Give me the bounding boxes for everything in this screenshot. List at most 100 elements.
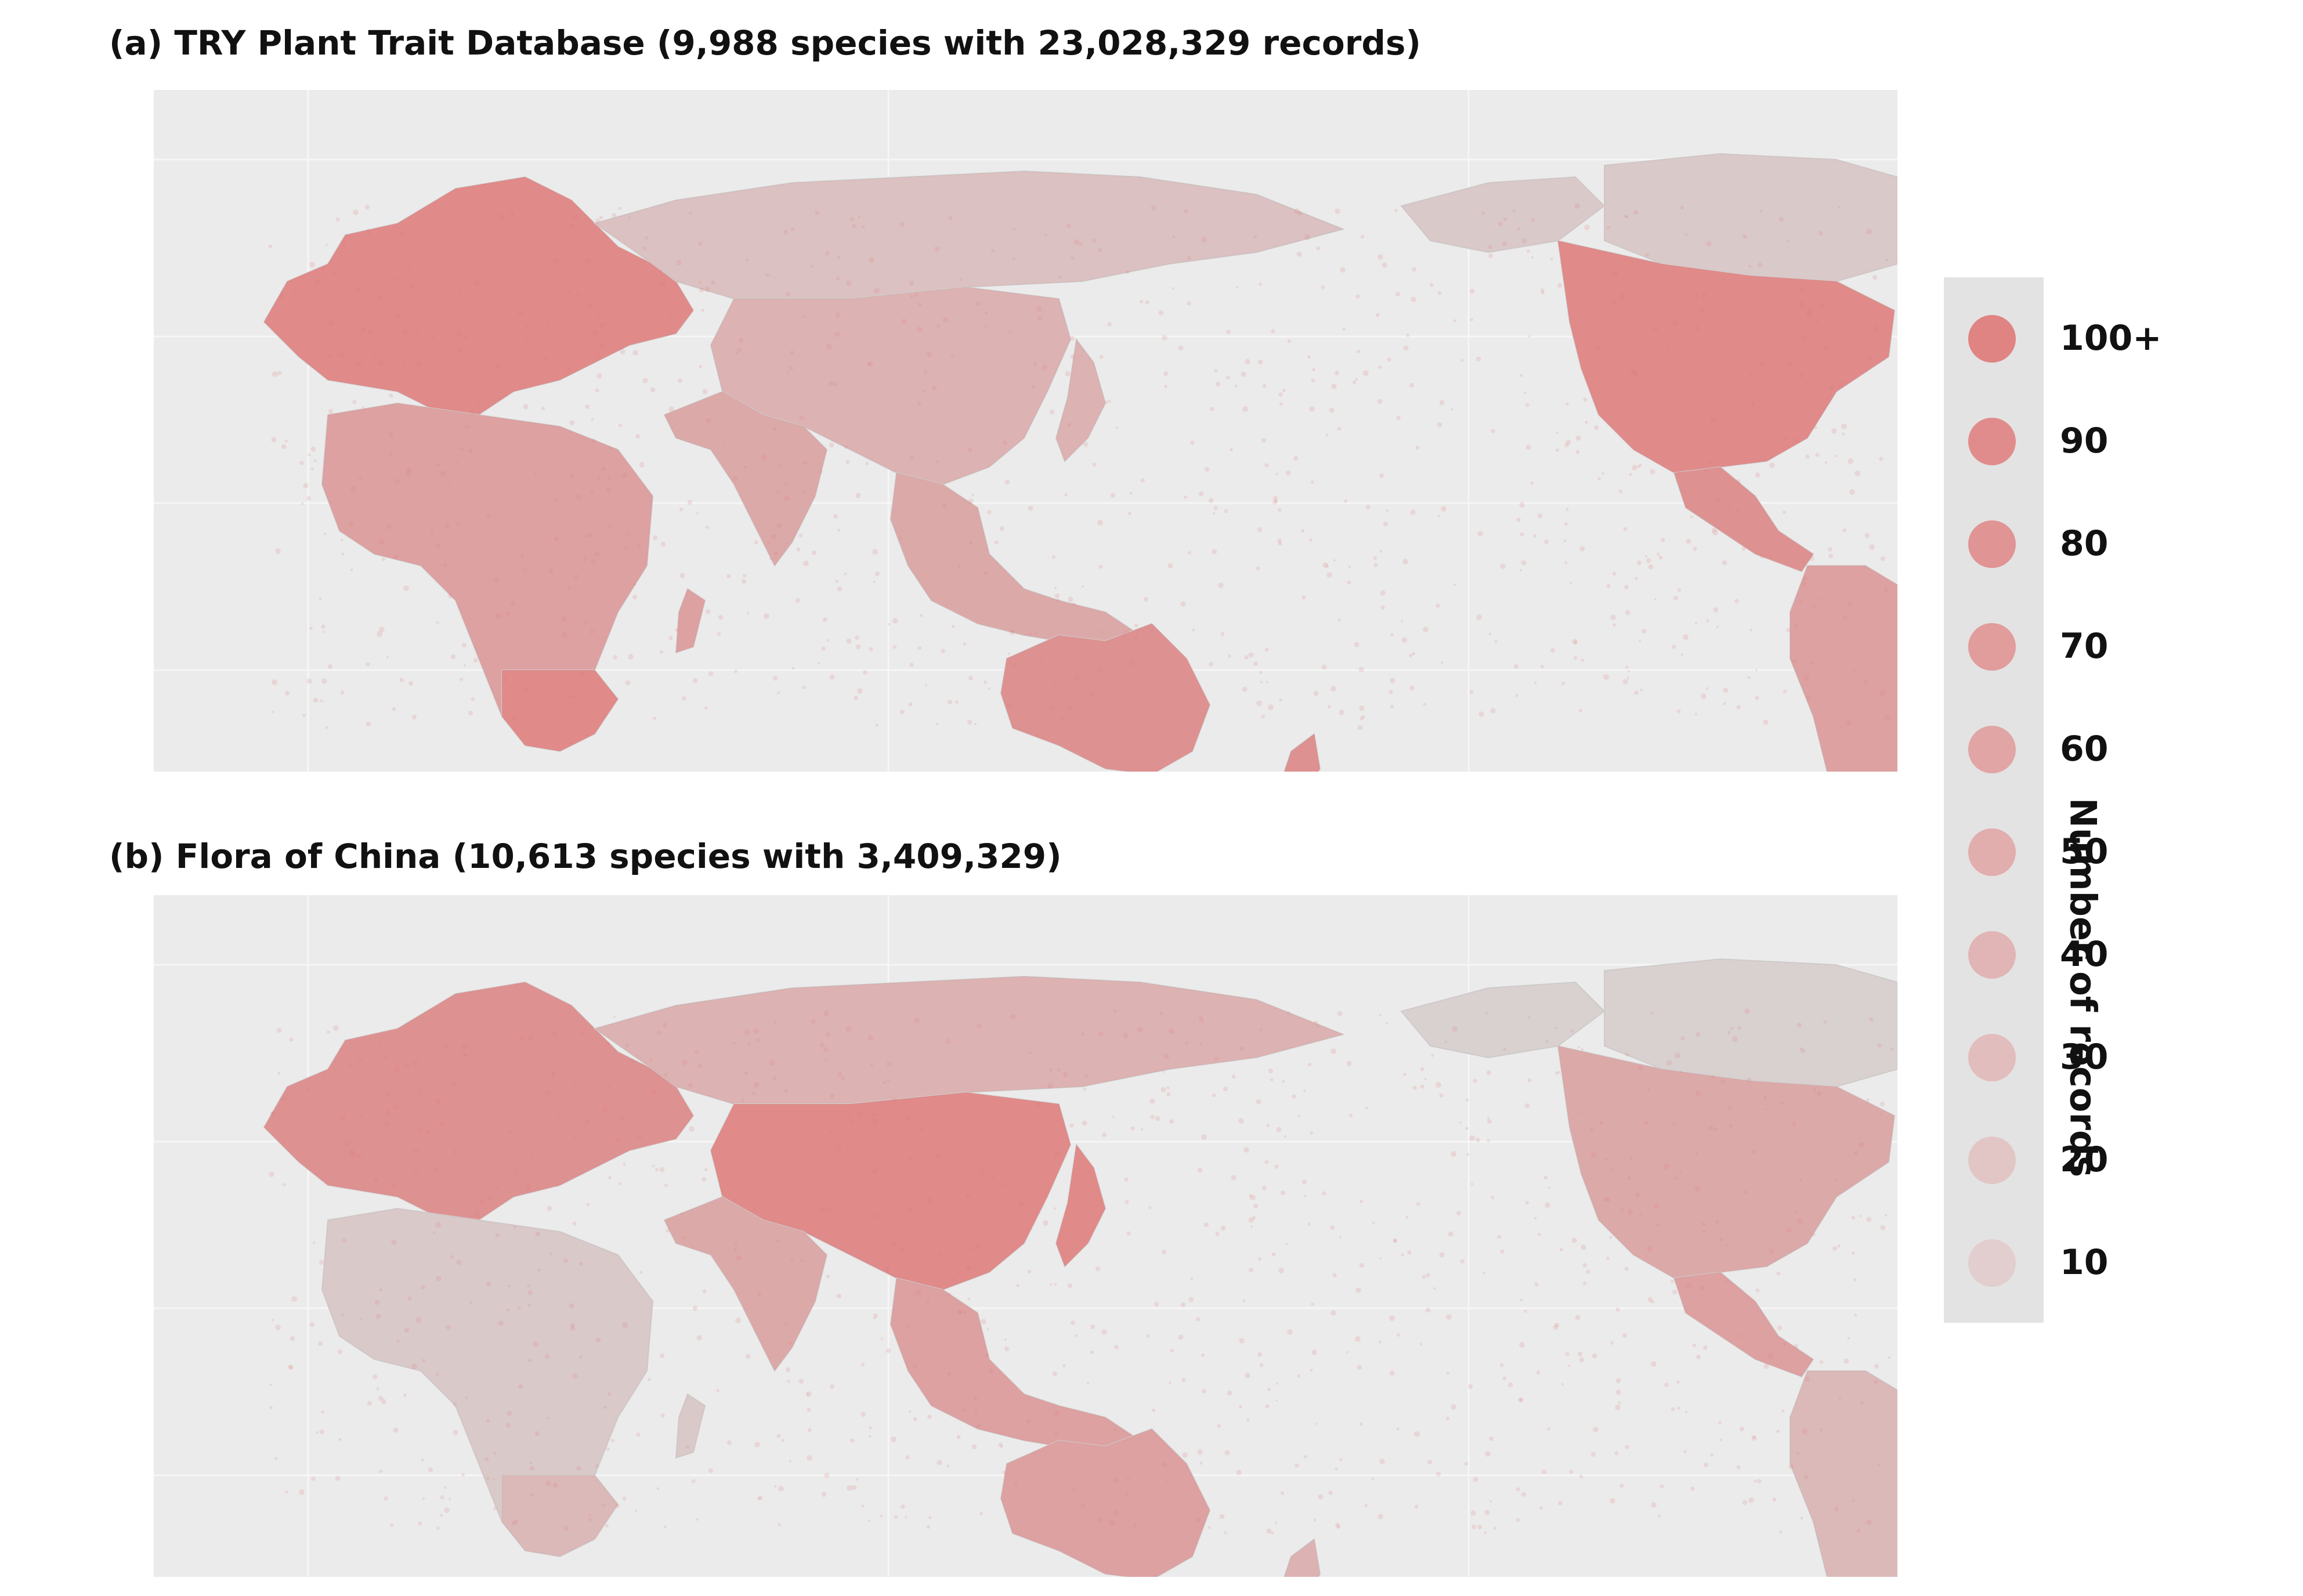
record-point bbox=[408, 265, 411, 268]
record-point bbox=[738, 338, 744, 343]
record-point bbox=[319, 597, 322, 600]
record-point bbox=[1566, 439, 1571, 445]
record-point bbox=[1420, 1084, 1425, 1089]
record-point bbox=[277, 1072, 281, 1075]
record-point bbox=[1503, 1048, 1506, 1051]
panel-b-map-svg bbox=[154, 895, 1897, 1577]
record-point bbox=[508, 1284, 511, 1288]
record-point bbox=[1828, 553, 1833, 558]
record-point bbox=[679, 573, 685, 578]
record-point bbox=[663, 279, 667, 283]
record-point bbox=[364, 204, 370, 210]
europe-record-density bbox=[264, 982, 693, 1220]
record-point bbox=[1864, 679, 1868, 684]
record-point bbox=[537, 1268, 541, 1272]
record-point bbox=[1099, 354, 1104, 359]
record-point bbox=[829, 381, 833, 386]
record-point bbox=[1036, 306, 1042, 312]
record-point bbox=[1389, 690, 1393, 694]
record-point bbox=[486, 1476, 490, 1480]
record-point bbox=[584, 1119, 590, 1124]
record-point bbox=[790, 227, 795, 231]
record-point bbox=[1318, 1494, 1324, 1500]
record-point bbox=[1810, 661, 1815, 665]
record-point bbox=[1113, 1510, 1119, 1516]
record-point bbox=[1278, 392, 1283, 397]
record-point bbox=[615, 1137, 621, 1142]
record-point bbox=[657, 1030, 661, 1035]
record-point bbox=[1748, 1497, 1754, 1503]
record-point bbox=[817, 661, 820, 665]
record-point bbox=[967, 1194, 970, 1196]
record-point bbox=[403, 585, 409, 591]
record-point bbox=[576, 1465, 581, 1471]
record-point bbox=[1740, 1334, 1743, 1338]
record-point bbox=[891, 1240, 897, 1246]
record-point bbox=[1493, 1526, 1496, 1530]
record-point bbox=[1262, 383, 1267, 388]
record-point bbox=[1872, 274, 1878, 280]
record-point bbox=[664, 1183, 668, 1188]
record-point bbox=[998, 1442, 1003, 1447]
record-point bbox=[630, 1059, 635, 1063]
record-point bbox=[1071, 1320, 1075, 1325]
record-point bbox=[1545, 1202, 1550, 1208]
record-point bbox=[486, 513, 491, 517]
record-point bbox=[575, 1078, 579, 1081]
record-point bbox=[1469, 288, 1475, 294]
record-point bbox=[1389, 1370, 1395, 1376]
record-point bbox=[1702, 293, 1707, 298]
legend-key-20 bbox=[1968, 1137, 2016, 1184]
record-point bbox=[530, 1493, 534, 1497]
legend-label: 80 bbox=[2060, 523, 2109, 564]
record-point bbox=[1873, 325, 1879, 331]
record-point bbox=[884, 1266, 890, 1272]
record-point bbox=[314, 279, 320, 285]
record-point bbox=[1378, 1340, 1382, 1344]
record-point bbox=[1168, 1381, 1172, 1385]
record-point bbox=[776, 523, 782, 529]
record-point bbox=[1357, 1365, 1362, 1370]
arctic-canada-land bbox=[1604, 153, 1897, 283]
record-point bbox=[1124, 1177, 1129, 1182]
record-point bbox=[917, 302, 922, 307]
record-point bbox=[1249, 1194, 1252, 1197]
record-point bbox=[1275, 1399, 1278, 1402]
record-point bbox=[1337, 426, 1342, 431]
record-point bbox=[1654, 598, 1657, 601]
record-point bbox=[967, 1297, 971, 1301]
record-point bbox=[1601, 472, 1605, 475]
record-point bbox=[1070, 354, 1076, 360]
record-point bbox=[1083, 441, 1089, 447]
record-point bbox=[870, 1063, 873, 1066]
record-point bbox=[1246, 1418, 1250, 1421]
record-point bbox=[1476, 614, 1482, 620]
record-point bbox=[1755, 668, 1758, 672]
record-point bbox=[1569, 1470, 1574, 1474]
record-point bbox=[1614, 272, 1619, 277]
record-point bbox=[1212, 512, 1216, 515]
record-point bbox=[1205, 467, 1209, 472]
record-point bbox=[591, 438, 596, 444]
record-point bbox=[776, 490, 780, 494]
record-point bbox=[389, 453, 393, 456]
record-point bbox=[1625, 610, 1630, 616]
record-point bbox=[754, 1442, 760, 1447]
record-point bbox=[1441, 506, 1447, 512]
record-point bbox=[381, 1399, 386, 1405]
europe-record-density bbox=[264, 177, 693, 415]
record-point bbox=[505, 611, 511, 617]
record-point bbox=[800, 1259, 804, 1262]
record-point bbox=[308, 453, 311, 457]
record-point bbox=[963, 1311, 967, 1314]
record-point bbox=[1666, 348, 1670, 351]
legend-label: 100+ bbox=[2060, 318, 2162, 359]
record-point bbox=[784, 482, 787, 486]
record-point bbox=[635, 434, 640, 439]
record-point bbox=[1073, 1238, 1077, 1242]
record-point bbox=[612, 213, 616, 218]
record-point bbox=[919, 1127, 923, 1131]
record-point bbox=[379, 539, 385, 545]
record-point bbox=[1201, 1353, 1205, 1358]
record-point bbox=[585, 259, 590, 263]
